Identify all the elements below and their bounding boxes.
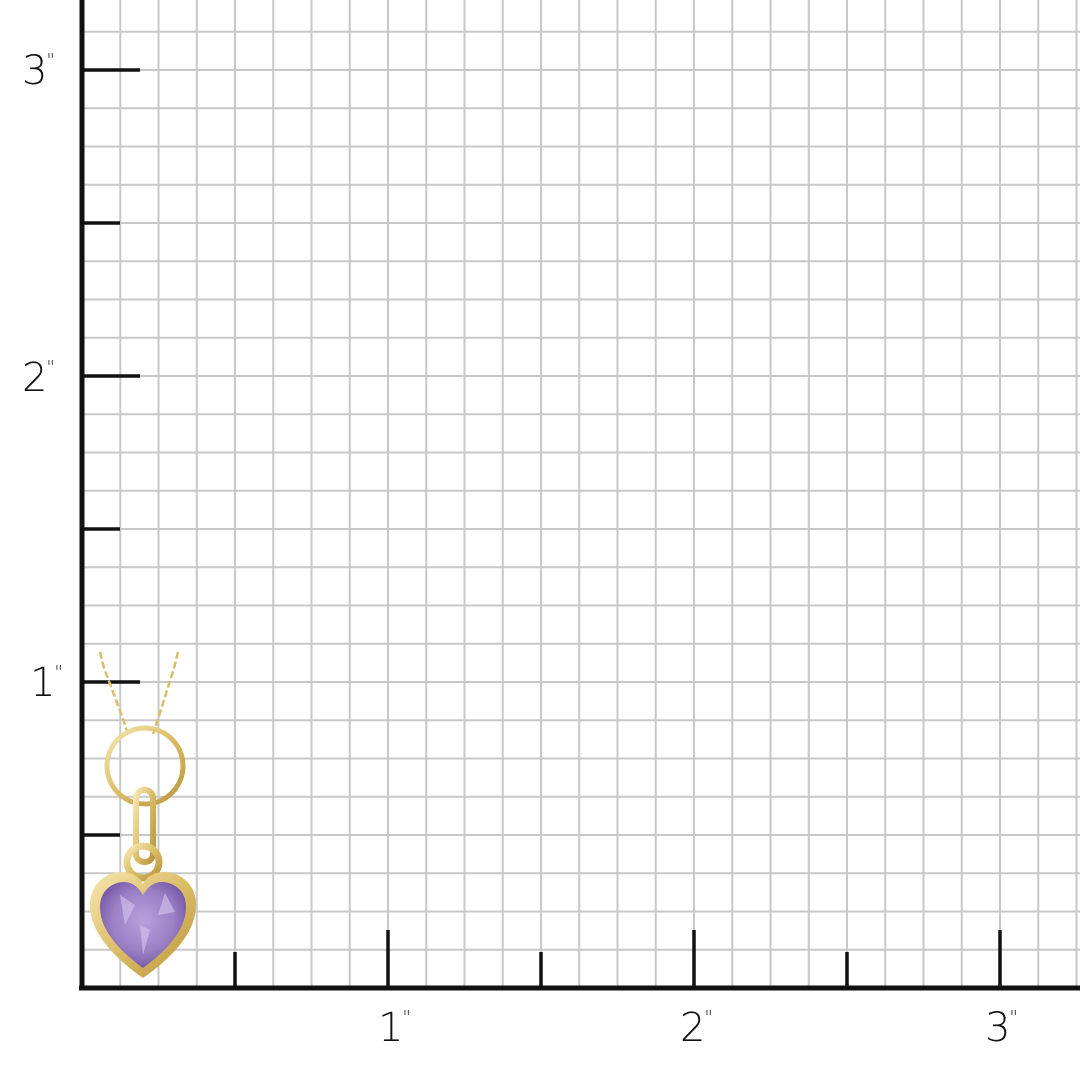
jump-ring — [104, 725, 186, 807]
horizontal-label-2: 2" — [680, 1005, 713, 1051]
vertical-label-2: 2" — [22, 355, 55, 401]
bail-loop — [123, 842, 163, 882]
stone-facets — [120, 893, 175, 955]
horizontal-label-1: 1" — [378, 1005, 411, 1051]
vertical-label-3: 3" — [22, 48, 55, 94]
horizontal-label-3: 3" — [985, 1005, 1018, 1051]
vertical-label-1: 1" — [30, 660, 63, 706]
chain — [98, 651, 180, 735]
bail — [133, 787, 156, 865]
